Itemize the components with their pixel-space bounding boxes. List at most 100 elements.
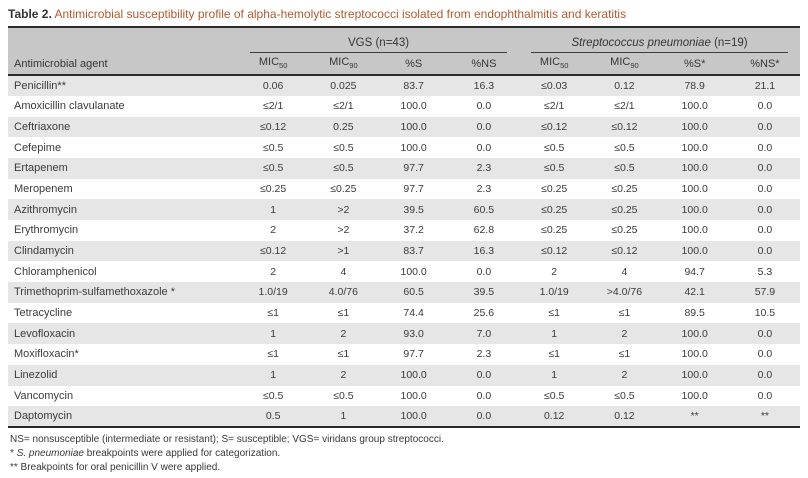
value-cell: 1 bbox=[551, 327, 558, 340]
table-row: Meropenem ≤0.25 ≤0.25 97.7 2.3 ≤0.25 ≤0.25 100.… bbox=[8, 178, 801, 200]
value-cell: 60.5 bbox=[473, 203, 495, 216]
value-cell: ≤0.12 bbox=[611, 120, 638, 133]
value-cell: 62.8 bbox=[473, 224, 495, 237]
value-cell: 100.0 bbox=[681, 224, 708, 237]
value-cell: 0.12 bbox=[614, 410, 635, 423]
footnote-species-italic: S. pneumoniae bbox=[16, 448, 84, 460]
agent-name-cell: Erythromycin bbox=[14, 224, 79, 237]
sample-size: (n=19) bbox=[714, 37, 748, 49]
footnotes: NS= nonsusceptible (intermediate or resi… bbox=[10, 433, 800, 476]
table-caption: Table 2. Antimicrobial susceptibility pr… bbox=[8, 5, 800, 23]
value-cell: ≤0.12 bbox=[260, 245, 287, 258]
value-cell: 1 bbox=[551, 369, 558, 382]
value-cell: 10.5 bbox=[754, 307, 776, 320]
column-header-mic90-spn: MIC90 bbox=[589, 53, 660, 76]
footnote-double-asterisk: ** Breakpoints for oral penicillin V wer… bbox=[10, 462, 221, 474]
subheader-row: MIC50 MIC90 %S %NS MIC50 MIC90 %S* %NS* bbox=[8, 53, 801, 76]
value-cell: 0.0 bbox=[757, 182, 773, 195]
table-row: Tetracycline ≤1 ≤1 74.4 25.6 ≤1 ≤1 89.5 10.5 bbox=[8, 302, 801, 324]
value-cell: 100.0 bbox=[681, 120, 708, 133]
value-cell: 57.9 bbox=[754, 286, 776, 299]
agent-name-cell: Linezolid bbox=[14, 369, 58, 382]
value-cell: 2 bbox=[270, 224, 277, 237]
value-cell: 2 bbox=[621, 327, 628, 340]
agent-name-cell: Penicillin** bbox=[14, 80, 66, 93]
table-row: Chloramphenicol 2 4 100.0 0.0 2 4 94.7 5.3 bbox=[8, 261, 801, 283]
value-cell: 0.12 bbox=[614, 80, 635, 93]
value-cell: ≤0.12 bbox=[541, 245, 568, 258]
value-cell: 0.0 bbox=[757, 369, 773, 382]
value-cell: 93.0 bbox=[403, 327, 424, 340]
value-cell: 100.0 bbox=[400, 369, 427, 382]
value-cell: 1 bbox=[270, 203, 277, 216]
value-cell: ≤0.03 bbox=[541, 80, 568, 93]
value-cell: 100.0 bbox=[400, 141, 427, 154]
value-cell: 4.0/76 bbox=[328, 286, 358, 299]
value-cell: 0.25 bbox=[333, 120, 354, 133]
footnote-single-rest: breakpoints were applied for categorizat… bbox=[86, 448, 281, 460]
value-cell: ≤1 bbox=[267, 307, 279, 320]
agent-name-cell: Azithromycin bbox=[14, 203, 77, 216]
group-header-s-pneumoniae: Streptococcus pneumoniae (n=19) bbox=[519, 27, 801, 53]
value-cell: 100.0 bbox=[400, 265, 427, 278]
value-cell: 0.0 bbox=[757, 100, 773, 113]
value-cell: 0.0 bbox=[476, 410, 492, 423]
footnote-single-asterisk: * S. pneumoniae breakpoints were applied… bbox=[10, 447, 800, 461]
value-cell: ≤0.5 bbox=[262, 389, 284, 402]
agent-name-cell: Trimethoprim-sulfamethoxazole * bbox=[14, 286, 175, 299]
value-cell: 0.0 bbox=[476, 389, 492, 402]
value-cell: ≤0.25 bbox=[611, 224, 638, 237]
value-cell: 100.0 bbox=[681, 327, 708, 340]
value-cell: ≤0.5 bbox=[614, 162, 635, 175]
value-cell: 0.0 bbox=[476, 141, 492, 154]
agent-name-cell: Vancomycin bbox=[14, 389, 74, 402]
value-cell: 2 bbox=[340, 327, 347, 340]
table-number-label: Table 2. bbox=[8, 7, 52, 21]
table-row: Trimethoprim-sulfamethoxazole * 1.0/19 4.0… bbox=[8, 282, 801, 303]
table-header: Antimicrobial agent VGS (n=43) Streptoco… bbox=[8, 27, 801, 76]
table-row: Ceftriaxone ≤0.12 0.25 100.0 0.0 ≤0.12 ≤0.12 10… bbox=[8, 116, 801, 138]
value-cell: ≤0.25 bbox=[260, 182, 287, 195]
column-header-antimicrobial-agent: Antimicrobial agent bbox=[8, 27, 238, 76]
value-cell: ≤1 bbox=[267, 348, 279, 361]
value-cell: 74.4 bbox=[403, 307, 424, 320]
table-caption-text: Antimicrobial susceptibility profile of … bbox=[54, 7, 627, 21]
agent-name-cell: Levofloxacin bbox=[14, 327, 76, 340]
value-cell: 2.3 bbox=[476, 182, 492, 195]
value-cell: 100.0 bbox=[681, 141, 708, 154]
value-cell: 100.0 bbox=[681, 245, 708, 258]
value-cell: 100.0 bbox=[681, 182, 708, 195]
value-cell: ≤0.12 bbox=[611, 245, 638, 258]
value-cell: 100.0 bbox=[681, 389, 708, 402]
value-cell: ** bbox=[760, 410, 770, 423]
table-body: Penicillin** 0.06 0.025 83.7 16.3 ≤0.03 0.12 78… bbox=[8, 75, 801, 427]
value-cell: ≤2/1 bbox=[333, 100, 354, 113]
value-cell: ≤0.5 bbox=[262, 141, 284, 154]
value-cell: 16.3 bbox=[473, 245, 495, 258]
value-cell: 0.0 bbox=[476, 100, 492, 113]
value-cell: 100.0 bbox=[681, 162, 708, 175]
value-cell: 97.7 bbox=[403, 348, 424, 361]
value-cell: ≤0.25 bbox=[611, 182, 638, 195]
value-cell: ≤0.5 bbox=[614, 141, 635, 154]
value-cell: ≤1 bbox=[337, 307, 350, 320]
value-cell: 0.0 bbox=[757, 141, 773, 154]
value-cell: ≤0.5 bbox=[543, 162, 565, 175]
value-cell: ≤1 bbox=[548, 348, 560, 361]
value-cell: 2 bbox=[621, 369, 628, 382]
value-cell: 0.0 bbox=[757, 245, 773, 258]
value-cell: 0.0 bbox=[476, 120, 492, 133]
agent-name-cell: Meropenem bbox=[14, 182, 73, 195]
value-cell: 0.12 bbox=[543, 410, 565, 423]
value-cell: ≤0.25 bbox=[611, 203, 638, 216]
table-row: Moxifloxacin* ≤1 ≤1 97.7 2.3 ≤1 ≤1 100.0 0.0 bbox=[8, 344, 801, 365]
value-cell: ≤2/1 bbox=[614, 100, 635, 113]
agent-name-cell: Amoxicillin clavulanate bbox=[14, 100, 125, 113]
value-cell: ≤0.12 bbox=[541, 120, 568, 133]
value-cell: 94.7 bbox=[684, 265, 705, 278]
value-cell: ≤2/1 bbox=[262, 100, 284, 113]
value-cell: 100.0 bbox=[681, 100, 708, 113]
column-header-mic90-vgs: MIC90 bbox=[308, 53, 379, 76]
value-cell: ** bbox=[690, 410, 699, 423]
